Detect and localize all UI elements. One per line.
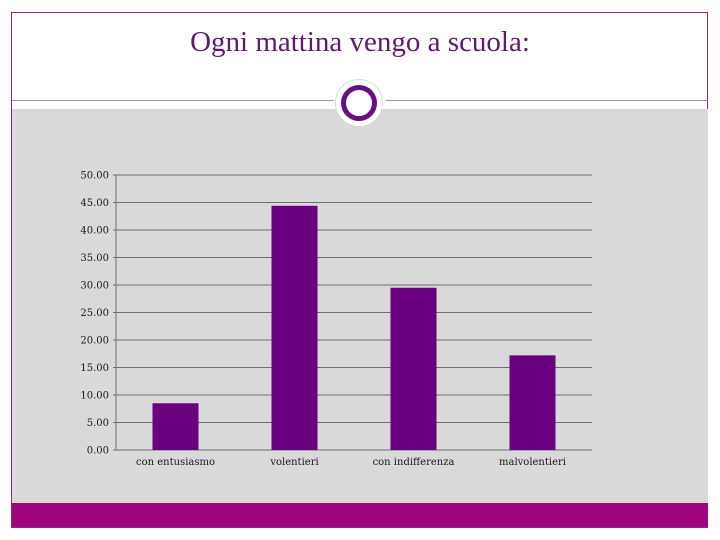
x-category-label: con indifferenza [373,457,455,468]
bars [152,205,556,450]
axis-labels: 0.00 5.00 10.00 15.00 20.00 25.00 30.00 35.00 40… [80,171,566,469]
title-divider-right [386,100,708,101]
bar [509,355,556,450]
y-tick-label: 20.00 [80,336,109,347]
y-tick-label: 50.00 [80,171,109,182]
bar [152,403,199,450]
y-tick-label: 45.00 [80,198,109,209]
y-tick-label: 35.00 [80,253,109,264]
y-tick-label: 40.00 [80,226,109,237]
title-divider-left [12,100,334,101]
x-category-label: con entusiasmo [136,457,215,468]
y-tick-label: 0.00 [87,446,109,457]
bar [271,205,318,450]
x-category-label: volentieri [269,457,318,468]
y-tick-label: 5.00 [87,418,109,429]
circle-ornament-icon [336,80,382,126]
footer-bar [12,503,708,527]
circle-ornament-ring [341,85,377,121]
bar [390,287,437,450]
y-tick-label: 15.00 [80,363,109,374]
y-tick-label: 10.00 [80,391,109,402]
y-tick-label: 30.00 [80,281,109,292]
x-category-label: malvolentieri [499,457,566,468]
y-tick-label: 25.00 [80,308,109,319]
slide-title: Ogni mattina vengo a scuola: [190,26,530,58]
